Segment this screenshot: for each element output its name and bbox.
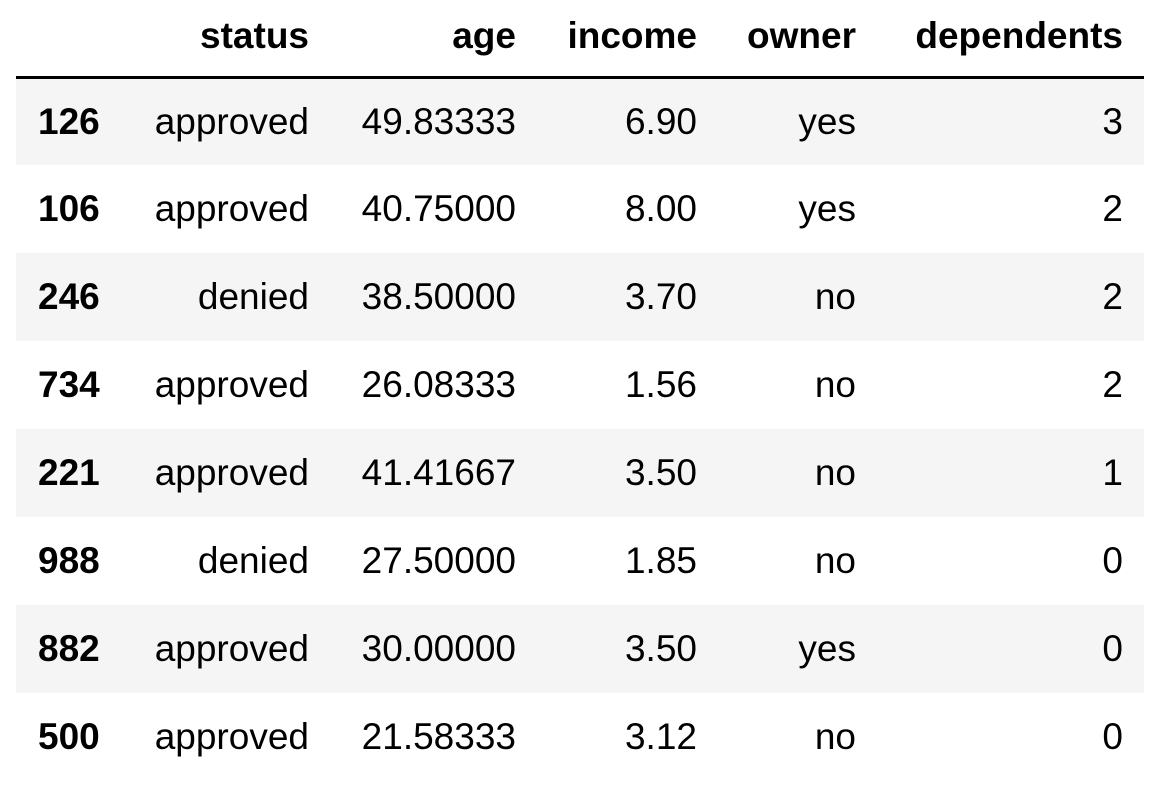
cell-income: 3.50 <box>537 429 718 517</box>
column-header-age: age <box>330 0 537 79</box>
column-header-income: income <box>537 0 718 79</box>
cell-income: 6.90 <box>537 77 718 165</box>
cell-status: approved <box>121 605 330 693</box>
cell-dependents: 0 <box>877 693 1144 781</box>
column-header-dependents: dependents <box>877 0 1144 79</box>
column-header-status: status <box>121 0 330 79</box>
cell-age: 49.83333 <box>330 77 537 165</box>
cell-income: 1.85 <box>537 517 718 605</box>
cell-owner: yes <box>718 605 877 693</box>
cell-owner: no <box>718 517 877 605</box>
table-row: 500 approved 21.58333 3.12 no 0 <box>16 693 1144 781</box>
cell-owner: yes <box>718 77 877 165</box>
row-index: 988 <box>16 517 121 605</box>
cell-status: denied <box>121 517 330 605</box>
cell-age: 27.50000 <box>330 517 537 605</box>
cell-owner: no <box>718 253 877 341</box>
cell-age: 30.00000 <box>330 605 537 693</box>
cell-owner: no <box>718 341 877 429</box>
cell-age: 21.58333 <box>330 693 537 781</box>
table-body: 126 approved 49.83333 6.90 yes 3 106 app… <box>16 77 1144 781</box>
table-row: 246 denied 38.50000 3.70 no 2 <box>16 253 1144 341</box>
cell-income: 3.70 <box>537 253 718 341</box>
cell-age: 40.75000 <box>330 165 537 253</box>
table-row: 988 denied 27.50000 1.85 no 0 <box>16 517 1144 605</box>
table-header: status age income owner dependents <box>16 0 1144 79</box>
cell-dependents: 0 <box>877 517 1144 605</box>
cell-income: 1.56 <box>537 341 718 429</box>
table-row: 221 approved 41.41667 3.50 no 1 <box>16 429 1144 517</box>
dataframe-table: status age income owner dependents 126 a… <box>16 0 1144 781</box>
cell-owner: no <box>718 693 877 781</box>
cell-status: approved <box>121 341 330 429</box>
column-header-owner: owner <box>718 0 877 79</box>
cell-dependents: 1 <box>877 429 1144 517</box>
cell-dependents: 2 <box>877 253 1144 341</box>
cell-dependents: 3 <box>877 77 1144 165</box>
row-index: 882 <box>16 605 121 693</box>
cell-age: 26.08333 <box>330 341 537 429</box>
cell-status: approved <box>121 693 330 781</box>
row-index: 246 <box>16 253 121 341</box>
table-row: 126 approved 49.83333 6.90 yes 3 <box>16 77 1144 165</box>
row-index: 500 <box>16 693 121 781</box>
table-row: 734 approved 26.08333 1.56 no 2 <box>16 341 1144 429</box>
cell-dependents: 2 <box>877 341 1144 429</box>
cell-status: approved <box>121 429 330 517</box>
header-row: status age income owner dependents <box>16 0 1144 79</box>
cell-status: approved <box>121 165 330 253</box>
row-index: 734 <box>16 341 121 429</box>
cell-dependents: 0 <box>877 605 1144 693</box>
cell-age: 38.50000 <box>330 253 537 341</box>
cell-income: 3.12 <box>537 693 718 781</box>
row-index: 106 <box>16 165 121 253</box>
cell-income: 8.00 <box>537 165 718 253</box>
row-index: 126 <box>16 77 121 165</box>
cell-owner: yes <box>718 165 877 253</box>
cell-income: 3.50 <box>537 605 718 693</box>
index-header <box>16 0 121 79</box>
table-row: 106 approved 40.75000 8.00 yes 2 <box>16 165 1144 253</box>
cell-owner: no <box>718 429 877 517</box>
cell-status: denied <box>121 253 330 341</box>
table-row: 882 approved 30.00000 3.50 yes 0 <box>16 605 1144 693</box>
cell-status: approved <box>121 77 330 165</box>
cell-dependents: 2 <box>877 165 1144 253</box>
cell-age: 41.41667 <box>330 429 537 517</box>
row-index: 221 <box>16 429 121 517</box>
